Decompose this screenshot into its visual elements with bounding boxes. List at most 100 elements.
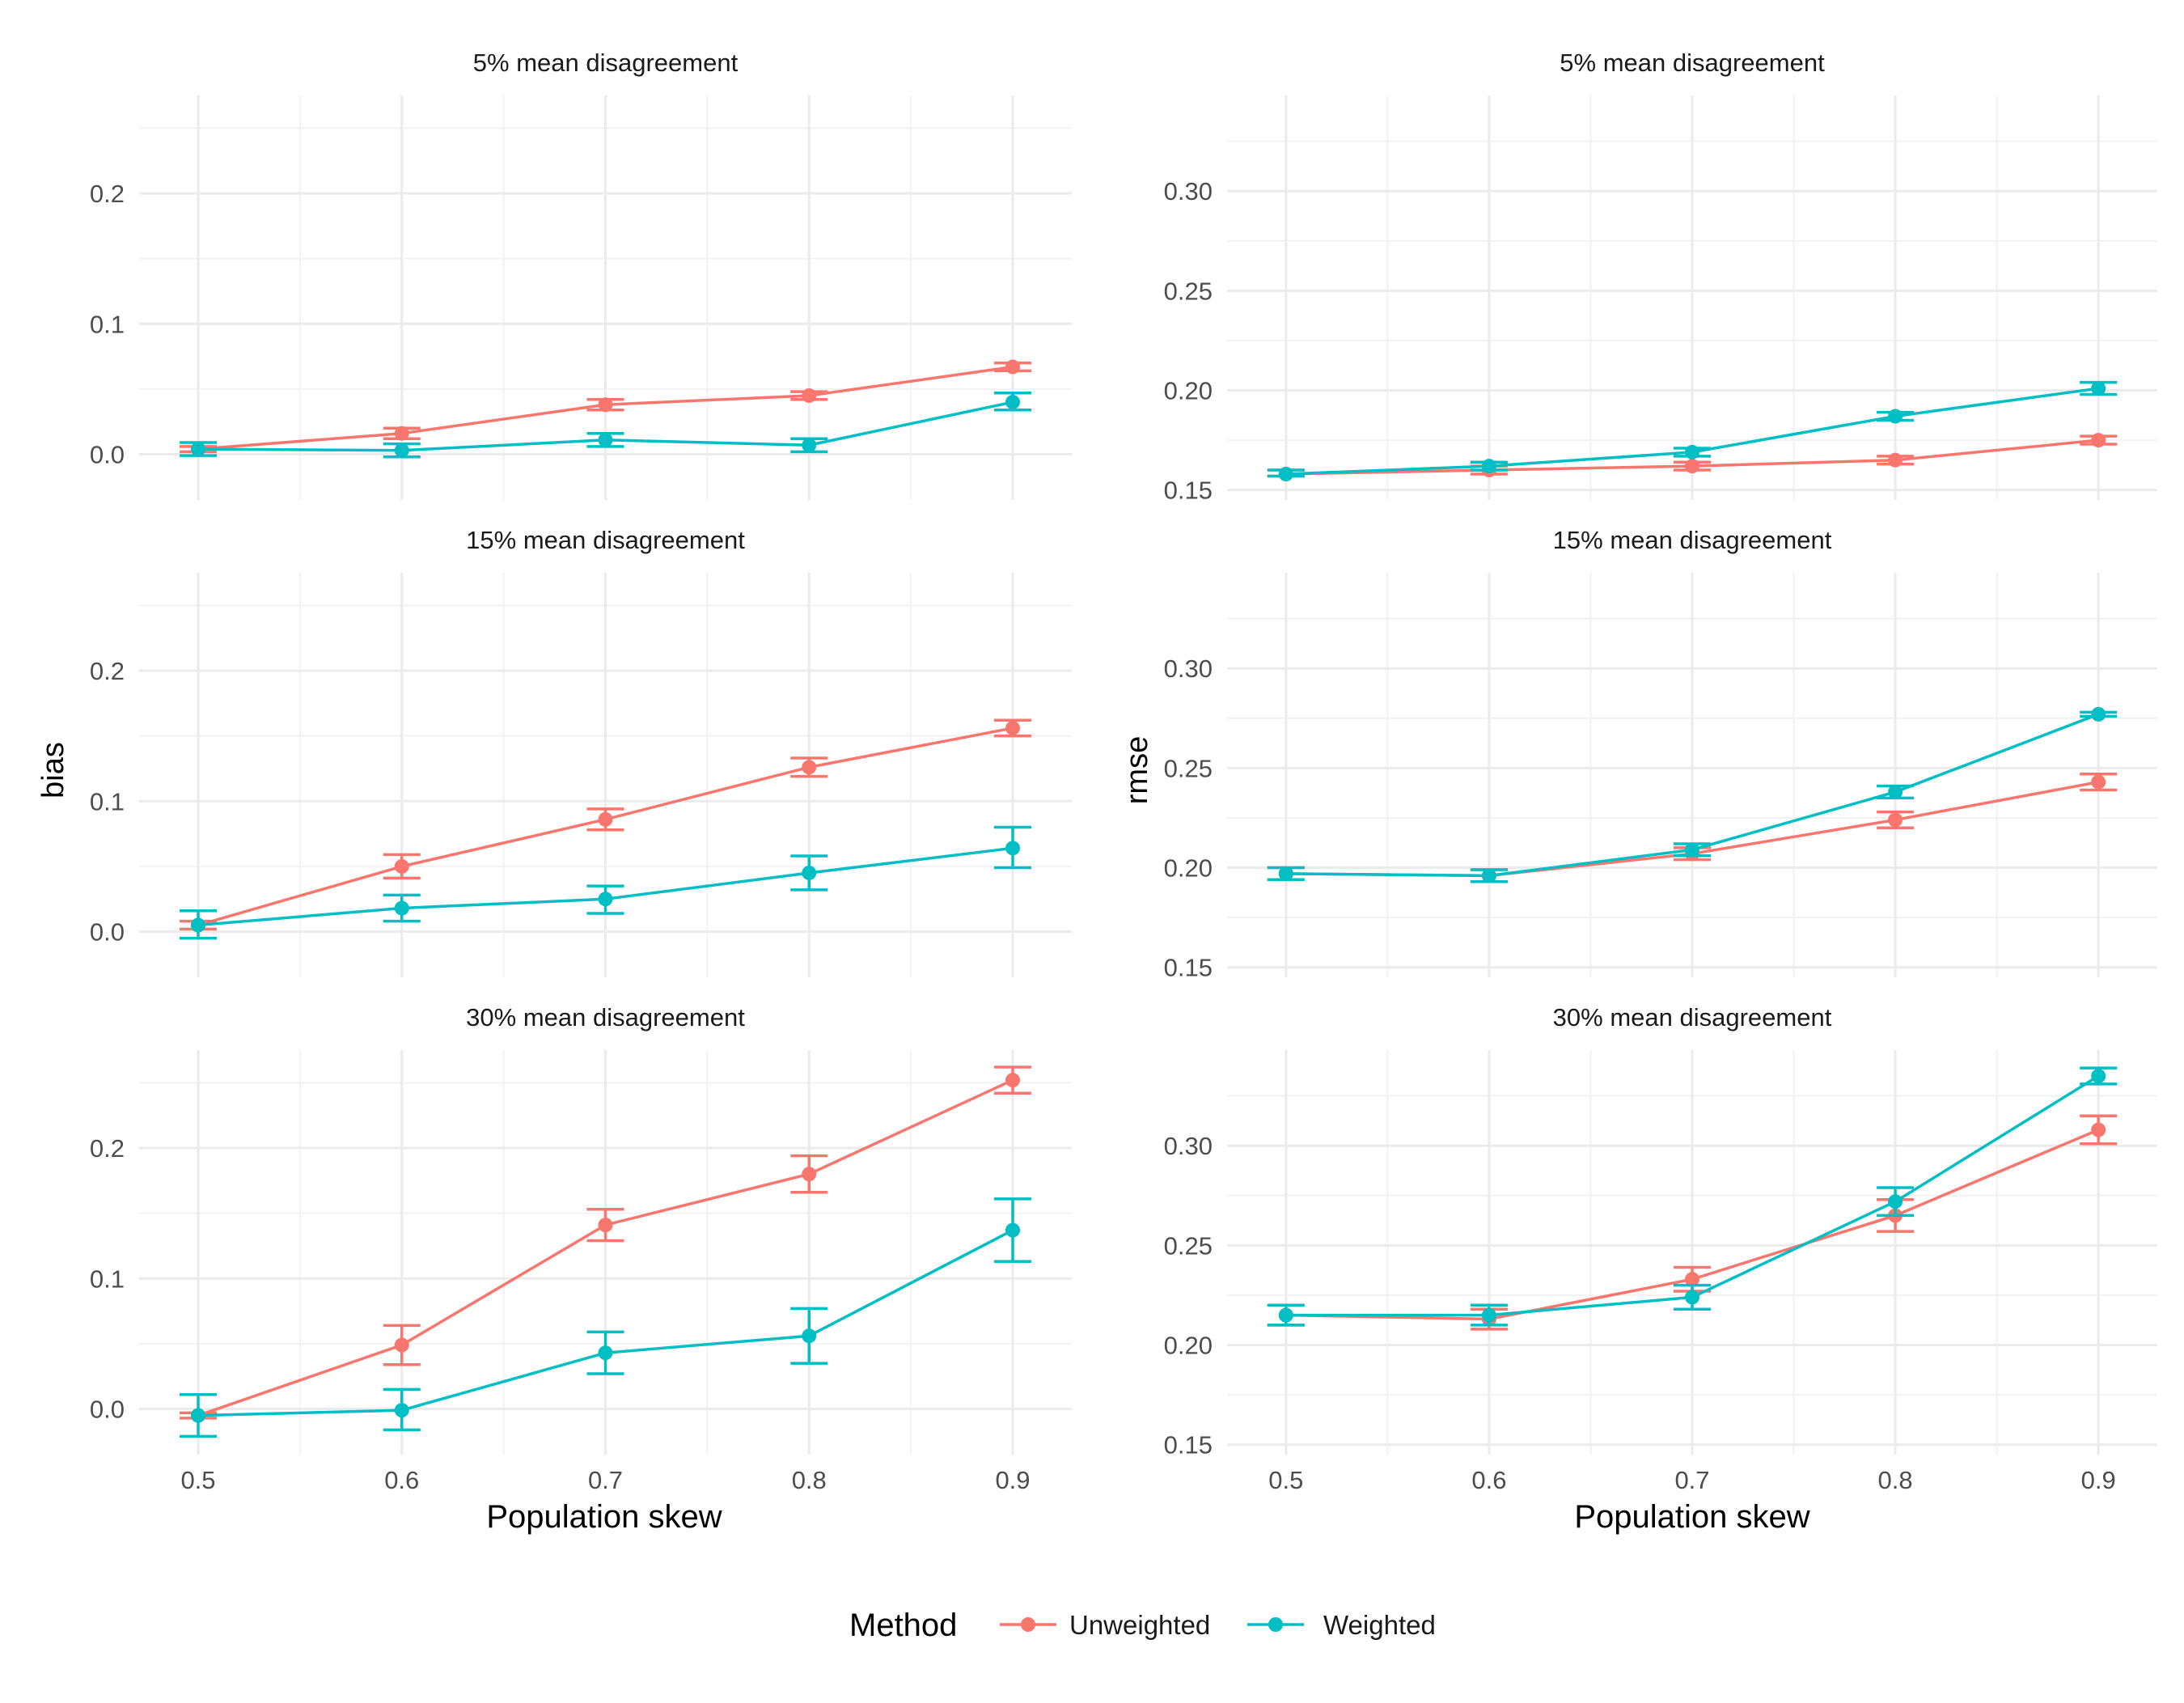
point-weighted bbox=[802, 865, 817, 880]
facet-title: 15% mean disagreement bbox=[1553, 526, 1832, 554]
point-unweighted bbox=[598, 397, 613, 413]
point-weighted bbox=[1481, 459, 1496, 474]
point-weighted bbox=[1888, 409, 1903, 424]
point-weighted bbox=[802, 438, 817, 453]
y-tick-label: 0.2 bbox=[90, 1134, 125, 1163]
point-weighted bbox=[1685, 1290, 1699, 1305]
point-weighted bbox=[1005, 841, 1020, 856]
point-unweighted bbox=[1005, 359, 1020, 375]
point-weighted bbox=[2091, 381, 2106, 396]
x-tick-label: 0.7 bbox=[1674, 1466, 1709, 1494]
point-weighted bbox=[1005, 395, 1020, 410]
point-weighted bbox=[1278, 866, 1293, 881]
y-tick-label: 0.1 bbox=[90, 1265, 125, 1293]
legend: Method Unweighted Weighted bbox=[849, 1608, 1436, 1643]
point-weighted bbox=[2091, 1069, 2106, 1084]
facet-title: 30% mean disagreement bbox=[1553, 1003, 1832, 1032]
point-weighted bbox=[394, 900, 409, 916]
y-tick-label: 0.20 bbox=[1164, 377, 1213, 405]
legend-point-unweighted bbox=[1021, 1617, 1035, 1632]
point-unweighted bbox=[1888, 452, 1903, 468]
facet-panel-3: 15% mean disagreement 0.0 0.1 0.2 bbox=[90, 526, 1072, 977]
x-tick-label: 0.6 bbox=[384, 1466, 419, 1494]
series-weighted bbox=[180, 391, 1031, 459]
facet-title: 5% mean disagreement bbox=[1560, 49, 1825, 77]
series-weighted bbox=[1267, 706, 2118, 883]
point-weighted bbox=[1685, 842, 1699, 858]
y-tick-label: 0.30 bbox=[1164, 1132, 1213, 1160]
series-unweighted bbox=[180, 1065, 1031, 1423]
point-unweighted bbox=[802, 388, 817, 403]
x-tick-label: 0.7 bbox=[588, 1466, 623, 1494]
point-unweighted bbox=[598, 811, 613, 827]
point-weighted bbox=[191, 442, 206, 457]
point-unweighted bbox=[598, 1218, 613, 1233]
x-axis-title-left: Population skew bbox=[486, 1499, 722, 1535]
facet-panel-5: 30% mean disagreement 0.0 0.1 0.2 0.5 0.6 0.7 0… bbox=[90, 1003, 1072, 1494]
y-tick-label: 0.15 bbox=[1164, 954, 1213, 982]
y-tick-label: 0.15 bbox=[1164, 1431, 1213, 1459]
x-axis-title-right: Population skew bbox=[1574, 1499, 1809, 1535]
point-weighted bbox=[191, 1408, 206, 1423]
point-weighted bbox=[394, 1403, 409, 1418]
facet-title: 5% mean disagreement bbox=[473, 49, 739, 77]
point-weighted bbox=[1005, 1222, 1020, 1238]
point-weighted bbox=[802, 1328, 817, 1344]
y-tick-label: 0.1 bbox=[90, 787, 125, 815]
x-tick-label: 0.5 bbox=[180, 1466, 215, 1494]
series-weighted bbox=[1267, 380, 2118, 481]
point-weighted bbox=[598, 432, 613, 447]
point-weighted bbox=[1888, 784, 1903, 799]
x-tick-label: 0.5 bbox=[1268, 1466, 1303, 1494]
legend-label-unweighted: Unweighted bbox=[1069, 1610, 1210, 1640]
point-unweighted bbox=[802, 760, 817, 775]
point-unweighted bbox=[802, 1167, 817, 1182]
point-unweighted bbox=[1005, 720, 1020, 735]
facet-panel-2: 5% mean disagreement 0.15 0.20 0.25 0.30 bbox=[1164, 49, 2157, 505]
y-tick-label: 0.2 bbox=[90, 657, 125, 685]
facet-panel-1: 5% mean disagreement 0.0 0.1 0.2 bbox=[90, 49, 1072, 500]
y-axis-title-rmse: rmse bbox=[1120, 736, 1154, 804]
x-tick-label: 0.6 bbox=[1471, 1466, 1506, 1494]
series-weighted bbox=[180, 1197, 1031, 1438]
y-tick-label: 0.25 bbox=[1164, 754, 1213, 782]
point-unweighted bbox=[1005, 1073, 1020, 1088]
point-unweighted bbox=[1888, 812, 1903, 828]
y-tick-label: 0.30 bbox=[1164, 655, 1213, 683]
legend-title: Method bbox=[849, 1608, 957, 1643]
point-weighted bbox=[191, 917, 206, 933]
left-y-axis-title-group: bias bbox=[36, 742, 70, 799]
legend-point-weighted bbox=[1268, 1617, 1283, 1632]
facet-panel-4: 15% mean disagreement 0.15 0.20 0.25 0.30 bbox=[1164, 526, 2157, 982]
point-weighted bbox=[1481, 1307, 1496, 1323]
y-tick-label: 0.30 bbox=[1164, 177, 1213, 205]
y-tick-label: 0.0 bbox=[90, 1396, 125, 1424]
y-tick-label: 0.0 bbox=[90, 441, 125, 469]
point-weighted bbox=[1278, 1307, 1293, 1323]
y-tick-label: 0.1 bbox=[90, 310, 125, 338]
y-tick-label: 0.25 bbox=[1164, 1231, 1213, 1260]
y-tick-label: 0.20 bbox=[1164, 854, 1213, 883]
facet-panel-6: 30% mean disagreement 0.15 0.20 0.25 0.30 0.5… bbox=[1164, 1003, 2157, 1494]
point-unweighted bbox=[2091, 1122, 2106, 1137]
point-weighted bbox=[1685, 444, 1699, 460]
y-tick-label: 0.15 bbox=[1164, 477, 1213, 505]
y-tick-label: 0.0 bbox=[90, 918, 125, 947]
point-weighted bbox=[1278, 466, 1293, 481]
x-tick-label: 0.9 bbox=[2081, 1466, 2116, 1494]
point-unweighted bbox=[2091, 433, 2106, 448]
point-weighted bbox=[2091, 706, 2106, 722]
x-tick-label: 0.8 bbox=[792, 1466, 827, 1494]
point-unweighted bbox=[1685, 459, 1699, 474]
y-tick-label: 0.25 bbox=[1164, 277, 1213, 305]
series-weighted bbox=[1267, 1066, 2118, 1327]
legend-label-weighted: Weighted bbox=[1323, 1610, 1436, 1640]
point-weighted bbox=[1481, 868, 1496, 883]
point-unweighted bbox=[394, 858, 409, 874]
facet-title: 30% mean disagreement bbox=[466, 1003, 745, 1032]
legend-key-unweighted: Unweighted bbox=[1000, 1610, 1210, 1640]
point-weighted bbox=[598, 1345, 613, 1361]
point-unweighted bbox=[394, 1337, 409, 1353]
